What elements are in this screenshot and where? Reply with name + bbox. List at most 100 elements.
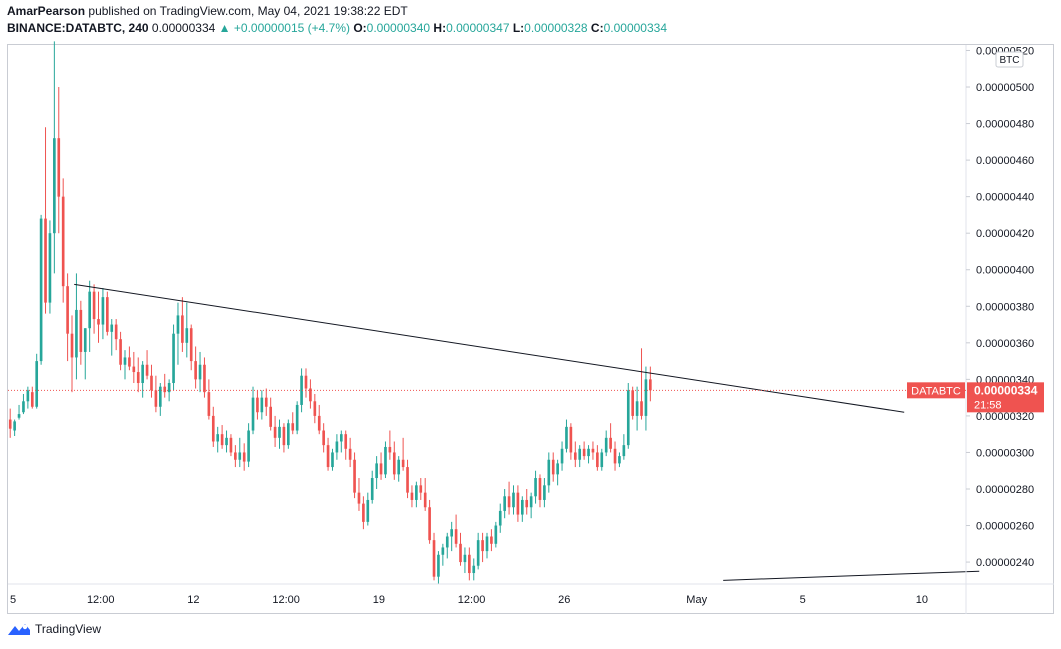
candle bbox=[463, 547, 467, 574]
symbol-label[interactable]: BINANCE:DATABTC, 240 bbox=[7, 21, 149, 35]
symbol-price-tag: DATABTC 0.00000334 21:58 bbox=[907, 382, 1044, 413]
candle bbox=[322, 423, 325, 453]
candle bbox=[83, 328, 87, 380]
candle-body bbox=[516, 492, 520, 515]
up-arrow-icon: ▲ bbox=[218, 21, 231, 35]
candle-body bbox=[459, 543, 462, 563]
candle-body bbox=[635, 401, 639, 416]
candle-body bbox=[119, 339, 122, 365]
candle bbox=[498, 503, 502, 533]
candle bbox=[635, 386, 639, 431]
high-value: 0.00000347 bbox=[446, 21, 510, 35]
candle bbox=[189, 324, 193, 371]
candle-body bbox=[640, 401, 643, 416]
candle bbox=[423, 478, 427, 511]
candle-body bbox=[39, 218, 43, 362]
candle-body bbox=[114, 324, 118, 340]
y-tick-label: 0.00000280 bbox=[976, 484, 1034, 496]
candle bbox=[441, 543, 445, 566]
candle bbox=[145, 350, 149, 380]
candle bbox=[534, 470, 537, 504]
y-tick-label: 0.00000500 bbox=[976, 82, 1034, 94]
last-price: 0.00000334 bbox=[151, 21, 216, 35]
candle-body bbox=[534, 478, 537, 497]
candle bbox=[35, 353, 39, 409]
candle bbox=[348, 437, 352, 468]
candle-body bbox=[388, 446, 392, 453]
y-tick-label: 0.00000460 bbox=[976, 155, 1034, 167]
candle bbox=[176, 302, 180, 365]
candle-body bbox=[472, 565, 476, 574]
candle bbox=[242, 443, 246, 471]
y-tick-label: 0.00000400 bbox=[976, 265, 1034, 277]
candle-body bbox=[560, 448, 564, 464]
candles-layer bbox=[8, 41, 652, 584]
chart-header: AmarPearson published on TradingView.com… bbox=[7, 3, 667, 37]
x-tick-label: May bbox=[686, 594, 707, 606]
candle bbox=[66, 273, 69, 362]
candle-body bbox=[176, 315, 180, 334]
candle bbox=[13, 419, 16, 437]
candle bbox=[565, 419, 568, 453]
price-tag-value: 0.00000334 bbox=[974, 383, 1038, 397]
candle-body bbox=[136, 372, 140, 384]
candle-body bbox=[423, 492, 427, 508]
candle bbox=[247, 423, 250, 468]
candle bbox=[128, 346, 131, 371]
candle-body bbox=[150, 375, 153, 391]
author-name[interactable]: AmarPearson bbox=[7, 4, 86, 18]
candle bbox=[649, 366, 652, 402]
candle-body bbox=[397, 459, 401, 475]
candle-body bbox=[269, 406, 273, 427]
footer-brand[interactable]: TradingView bbox=[35, 622, 102, 636]
candle-body bbox=[79, 309, 83, 352]
candle-body bbox=[229, 437, 233, 453]
candle-body bbox=[300, 375, 303, 405]
candle-body bbox=[415, 485, 418, 500]
candle bbox=[70, 315, 74, 393]
y-tick-label: 0.00000320 bbox=[976, 411, 1034, 423]
candle-body bbox=[17, 414, 21, 418]
candle bbox=[97, 291, 100, 343]
candle-body bbox=[410, 492, 414, 500]
candle bbox=[300, 368, 303, 413]
candle bbox=[397, 456, 401, 482]
candle bbox=[450, 521, 454, 552]
candle-body bbox=[507, 496, 511, 508]
candle bbox=[79, 300, 83, 365]
candle-body bbox=[401, 459, 405, 468]
candle bbox=[622, 434, 626, 460]
x-tick-label: 12:00 bbox=[272, 594, 300, 606]
candle-body bbox=[344, 434, 348, 449]
candle bbox=[392, 441, 396, 480]
candle-body bbox=[490, 536, 493, 544]
candle bbox=[238, 437, 242, 468]
candle-body bbox=[317, 415, 321, 431]
candle bbox=[220, 425, 224, 449]
candle bbox=[88, 280, 91, 352]
candle bbox=[520, 496, 524, 522]
candle bbox=[339, 430, 343, 453]
candle-body bbox=[287, 423, 290, 446]
candle bbox=[476, 532, 480, 570]
currency-label: BTC bbox=[1000, 55, 1020, 66]
candle-body bbox=[357, 492, 361, 504]
candle bbox=[211, 406, 215, 447]
candle bbox=[573, 441, 577, 468]
candle-body bbox=[256, 397, 259, 413]
candle-body bbox=[450, 529, 454, 537]
candle bbox=[556, 459, 559, 486]
candle bbox=[229, 434, 233, 457]
candle-body bbox=[238, 452, 242, 460]
candle bbox=[167, 379, 171, 402]
candle bbox=[53, 41, 56, 274]
candle bbox=[260, 390, 264, 420]
candle bbox=[481, 532, 484, 563]
candle-body bbox=[70, 333, 74, 358]
candle bbox=[419, 478, 423, 500]
candle bbox=[578, 445, 582, 468]
candle-body bbox=[551, 459, 555, 475]
candle bbox=[551, 452, 555, 482]
y-tick-label: 0.00000380 bbox=[976, 301, 1034, 313]
